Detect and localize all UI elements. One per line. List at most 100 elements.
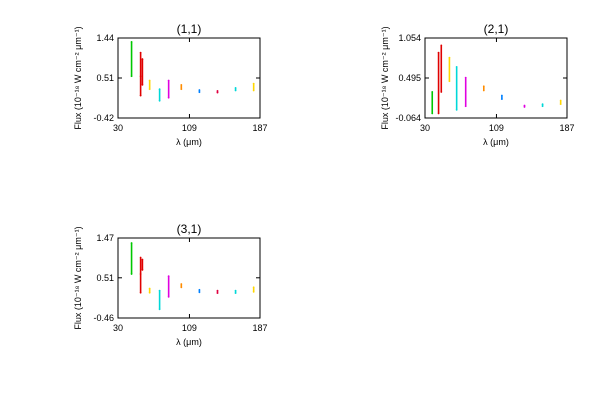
- y-tick-label: 0.51: [96, 273, 114, 283]
- data-point: [180, 283, 183, 285]
- data-point: [141, 58, 144, 60]
- chart-title: (2,1): [484, 22, 509, 36]
- y-tick-label: -0.46: [93, 313, 114, 323]
- data-point: [455, 108, 458, 111]
- panel-1: (1,1) 30 109 187 -0.42 0.51 1.44 λ (μm) Flux (10…: [73, 22, 268, 147]
- data-point: [448, 56, 451, 59]
- data-point: [139, 273, 142, 275]
- data-point: [464, 76, 467, 79]
- data-point: [216, 90, 219, 92]
- data-point: [252, 89, 255, 92]
- data-point: [523, 104, 526, 107]
- x-tick-label: 187: [252, 123, 267, 133]
- y-tick-label: 0.51: [96, 73, 114, 83]
- y-axis-label: Flux (10⁻¹⁸ W cm⁻² μm⁻¹): [73, 26, 83, 129]
- x-tick-label: 30: [113, 123, 123, 133]
- data-point: [167, 96, 170, 99]
- x-tick-label: 187: [559, 123, 574, 133]
- data-point: [234, 292, 237, 295]
- data-point: [198, 91, 201, 94]
- data-point: [139, 94, 142, 97]
- data-point: [148, 79, 151, 82]
- data-point: [431, 112, 434, 115]
- y-tick-label: 1.054: [398, 33, 421, 43]
- y-tick-label: 0.495: [398, 73, 421, 83]
- data-point: [252, 290, 255, 293]
- data-point: [431, 91, 434, 93]
- data-point: [130, 40, 133, 43]
- data-point: [198, 291, 201, 294]
- data-point: [500, 94, 503, 97]
- data-point: [139, 75, 142, 78]
- data-point: [234, 86, 237, 89]
- data-point: [523, 106, 526, 108]
- data-point: [500, 98, 503, 101]
- data-point: [437, 112, 440, 115]
- plot-frame: [117, 237, 261, 319]
- data-point: [139, 291, 142, 294]
- data-point: [180, 88, 183, 91]
- data-point: [167, 295, 170, 298]
- data-point: [139, 51, 142, 54]
- x-tick-label: 30: [113, 323, 123, 333]
- data-point: [148, 287, 151, 290]
- data-point: [541, 105, 544, 108]
- data-point: [455, 66, 458, 68]
- data-point: [130, 75, 133, 78]
- data-point: [167, 275, 170, 278]
- x-axis-label: λ (μm): [176, 337, 202, 347]
- data-point: [158, 99, 161, 102]
- y-tick-label: -0.064: [395, 113, 421, 123]
- chart-title: (3,1): [177, 222, 202, 236]
- data-point: [440, 44, 443, 47]
- plot-frame: [117, 37, 261, 119]
- data-point: [437, 51, 440, 54]
- data-point: [559, 103, 562, 106]
- data-point: [482, 85, 485, 88]
- data-point: [180, 83, 183, 86]
- data-point: [234, 89, 237, 92]
- data-point: [148, 291, 151, 294]
- data-point: [252, 286, 255, 289]
- data-point: [198, 288, 201, 291]
- data-point: [482, 89, 485, 92]
- y-axis-label: Flux (10⁻¹⁸ W cm⁻² μm⁻¹): [73, 226, 83, 329]
- data-point: [541, 103, 544, 106]
- x-tick-label: 109: [489, 123, 504, 133]
- data-point: [234, 289, 237, 292]
- x-tick-label: 109: [182, 323, 197, 333]
- data-point: [216, 289, 219, 292]
- y-axis-label: Flux (10⁻¹⁸ W cm⁻² μm⁻¹): [380, 26, 390, 129]
- chart-title: (1,1): [177, 22, 202, 36]
- y-tick-label: 1.44: [96, 33, 114, 43]
- data-point: [158, 88, 161, 91]
- data-point: [141, 269, 144, 271]
- data-point: [167, 79, 170, 82]
- data-point: [141, 258, 144, 261]
- x-tick-label: 109: [182, 123, 197, 133]
- y-tick-label: 1.47: [96, 233, 114, 243]
- panel-3: (3,1) 30 109 187 -0.46 0.51 1.47 λ (μm) Flux (10…: [73, 222, 268, 347]
- data-point: [180, 286, 183, 289]
- x-tick-label: 187: [252, 323, 267, 333]
- data-point: [148, 88, 151, 91]
- data-point: [216, 292, 219, 295]
- data-point: [448, 80, 451, 83]
- data-point: [198, 89, 201, 91]
- plot-frame: [424, 37, 568, 119]
- panel-2: (2,1) 30 109 187 -0.064 0.495 1.054 λ (μm) Flux …: [380, 22, 575, 147]
- data-point: [216, 91, 219, 94]
- y-tick-label: -0.42: [93, 113, 114, 123]
- data-point: [252, 82, 255, 85]
- x-tick-label: 30: [420, 123, 430, 133]
- data-point: [130, 242, 133, 244]
- data-point: [559, 99, 562, 102]
- data-point: [130, 273, 133, 275]
- data-point: [141, 83, 144, 86]
- data-point: [158, 308, 161, 311]
- x-axis-label: λ (μm): [176, 137, 202, 147]
- data-point: [158, 289, 161, 292]
- data-point: [464, 105, 467, 108]
- x-axis-label: λ (μm): [483, 137, 509, 147]
